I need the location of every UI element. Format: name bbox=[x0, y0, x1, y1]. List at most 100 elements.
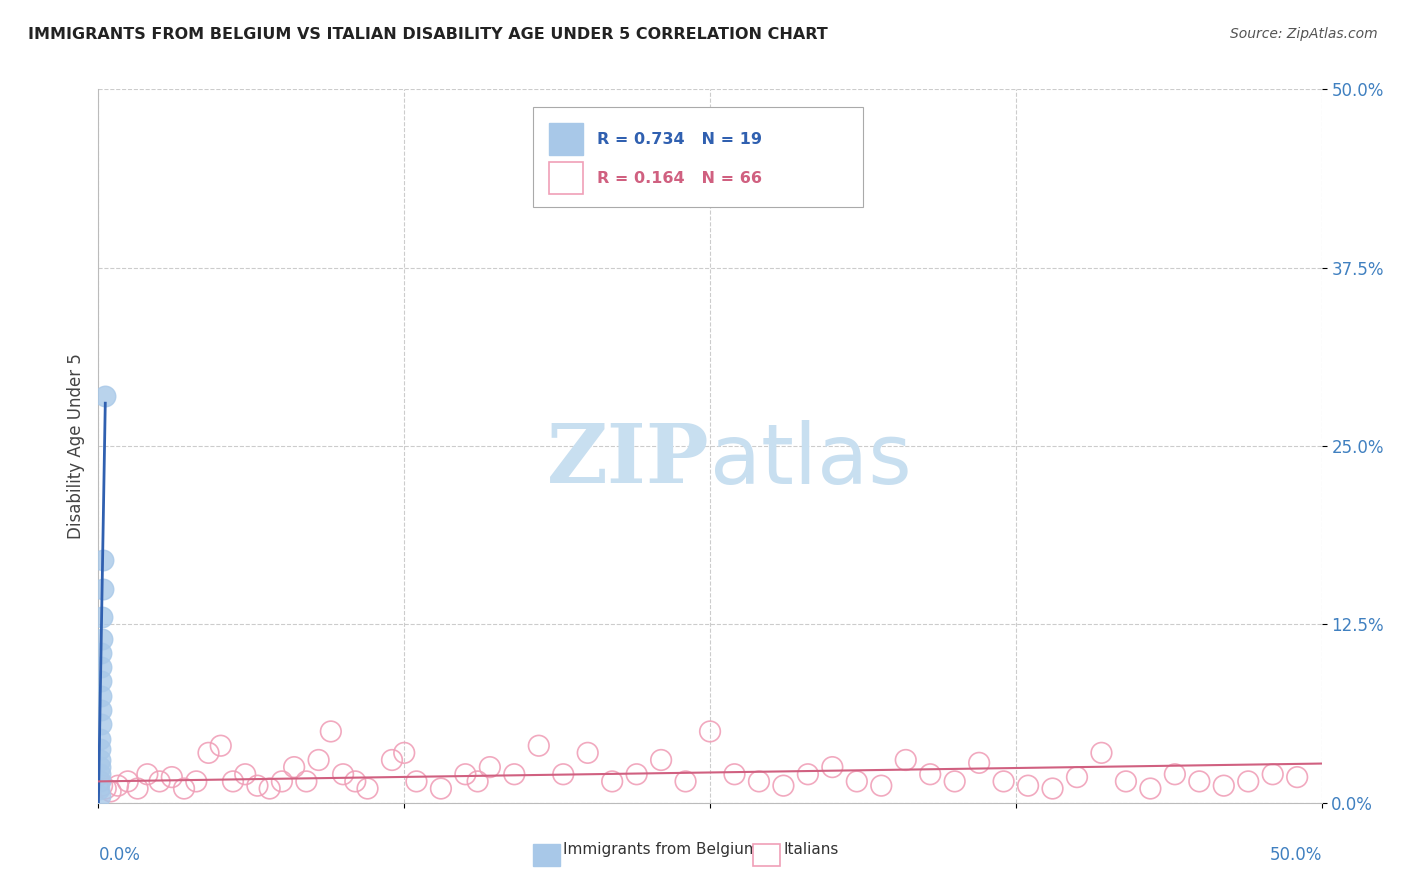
Point bbox=[943, 774, 966, 789]
Point bbox=[90, 717, 112, 731]
Point bbox=[89, 774, 111, 789]
Point bbox=[356, 781, 378, 796]
Point bbox=[89, 760, 111, 774]
Point bbox=[1090, 746, 1112, 760]
Point bbox=[233, 767, 256, 781]
Point bbox=[1188, 774, 1211, 789]
Text: Immigrants from Belgium: Immigrants from Belgium bbox=[564, 842, 759, 856]
Point bbox=[319, 724, 342, 739]
Point bbox=[600, 774, 623, 789]
Point bbox=[149, 774, 172, 789]
Point bbox=[845, 774, 868, 789]
Point bbox=[1139, 781, 1161, 796]
Text: ZIP: ZIP bbox=[547, 420, 710, 500]
Point bbox=[553, 767, 575, 781]
Point bbox=[160, 770, 183, 784]
Point bbox=[392, 746, 416, 760]
Point bbox=[90, 703, 112, 717]
Point bbox=[381, 753, 404, 767]
Point bbox=[1066, 770, 1088, 784]
FancyBboxPatch shape bbox=[533, 107, 863, 207]
FancyBboxPatch shape bbox=[548, 123, 583, 155]
Point bbox=[821, 760, 844, 774]
Point bbox=[576, 746, 599, 760]
Point bbox=[259, 781, 281, 796]
Text: Source: ZipAtlas.com: Source: ZipAtlas.com bbox=[1230, 27, 1378, 41]
Point bbox=[173, 781, 195, 796]
Point bbox=[127, 781, 149, 796]
Point bbox=[246, 779, 269, 793]
Point bbox=[100, 784, 122, 798]
Text: IMMIGRANTS FROM BELGIUM VS ITALIAN DISABILITY AGE UNDER 5 CORRELATION CHART: IMMIGRANTS FROM BELGIUM VS ITALIAN DISAB… bbox=[28, 27, 828, 42]
Point bbox=[626, 767, 648, 781]
Text: atlas: atlas bbox=[710, 420, 911, 500]
Point bbox=[993, 774, 1015, 789]
Point bbox=[89, 731, 111, 746]
Point bbox=[699, 724, 721, 739]
Point bbox=[209, 739, 232, 753]
Point bbox=[870, 779, 893, 793]
Point bbox=[467, 774, 489, 789]
Point bbox=[1286, 770, 1309, 784]
Point bbox=[527, 739, 550, 753]
FancyBboxPatch shape bbox=[548, 162, 583, 194]
Point bbox=[430, 781, 453, 796]
Point bbox=[117, 774, 139, 789]
Point bbox=[93, 389, 115, 403]
Text: R = 0.734   N = 19: R = 0.734 N = 19 bbox=[598, 132, 762, 146]
Point bbox=[894, 753, 917, 767]
Point bbox=[89, 741, 111, 756]
Point bbox=[723, 767, 745, 781]
Point bbox=[454, 767, 477, 781]
Text: 50.0%: 50.0% bbox=[1270, 846, 1322, 863]
Point bbox=[89, 753, 111, 767]
Point bbox=[91, 553, 114, 567]
Point bbox=[650, 753, 672, 767]
Point bbox=[91, 582, 114, 596]
Point bbox=[1042, 781, 1064, 796]
Point bbox=[89, 767, 111, 781]
Point bbox=[89, 789, 111, 803]
Text: 0.0%: 0.0% bbox=[98, 846, 141, 863]
Point bbox=[478, 760, 501, 774]
Point bbox=[1261, 767, 1284, 781]
Point bbox=[91, 610, 114, 624]
Point bbox=[748, 774, 770, 789]
Point bbox=[107, 779, 129, 793]
Point bbox=[405, 774, 427, 789]
Point bbox=[283, 760, 305, 774]
Point bbox=[797, 767, 820, 781]
Point bbox=[222, 774, 245, 789]
Point bbox=[344, 774, 367, 789]
Point bbox=[332, 767, 354, 781]
Point bbox=[186, 774, 208, 789]
Point bbox=[136, 767, 159, 781]
Point bbox=[1017, 779, 1039, 793]
Y-axis label: Disability Age Under 5: Disability Age Under 5 bbox=[66, 353, 84, 539]
Text: Italians: Italians bbox=[783, 842, 839, 856]
Point bbox=[90, 660, 112, 674]
Point bbox=[967, 756, 990, 770]
Text: R = 0.164   N = 66: R = 0.164 N = 66 bbox=[598, 171, 762, 186]
Point bbox=[675, 774, 697, 789]
Point bbox=[90, 632, 112, 646]
Point bbox=[90, 646, 112, 660]
Point bbox=[90, 674, 112, 689]
Point bbox=[1115, 774, 1137, 789]
Point bbox=[503, 767, 526, 781]
Point bbox=[89, 774, 111, 789]
Point bbox=[1237, 774, 1260, 789]
Point bbox=[91, 779, 114, 793]
Point bbox=[94, 781, 117, 796]
FancyBboxPatch shape bbox=[533, 844, 560, 865]
Point bbox=[1164, 767, 1187, 781]
Point bbox=[89, 781, 111, 796]
Point bbox=[920, 767, 942, 781]
Point bbox=[197, 746, 219, 760]
Point bbox=[90, 689, 112, 703]
Point bbox=[772, 779, 794, 793]
FancyBboxPatch shape bbox=[752, 844, 780, 865]
Point bbox=[295, 774, 318, 789]
Point bbox=[270, 774, 294, 789]
Point bbox=[1212, 779, 1234, 793]
